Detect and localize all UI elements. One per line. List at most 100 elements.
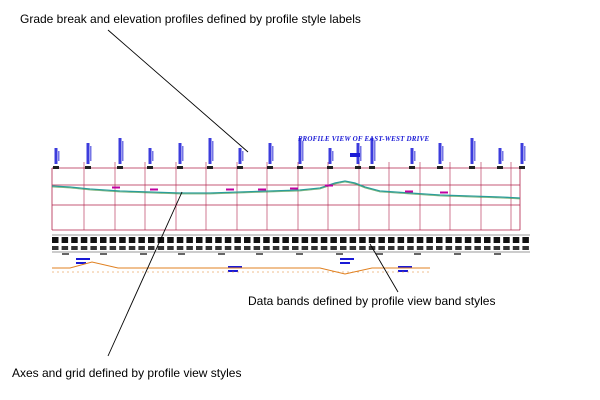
- band-label-block: [90, 237, 97, 243]
- grade-break-marker: [497, 166, 503, 169]
- band-label-block: [253, 246, 261, 250]
- station-label-mark: [242, 151, 244, 161]
- band-label-block: [292, 237, 299, 243]
- station-label-mark: [332, 151, 334, 161]
- band-label-block: [301, 237, 309, 243]
- band-label-block: [464, 237, 472, 243]
- band-label-block: [224, 237, 232, 243]
- band-label-block: [349, 237, 357, 243]
- band-station-tick: [218, 253, 225, 255]
- station-label-mark: [90, 146, 92, 161]
- station-label-mark: [370, 138, 374, 164]
- band-label-block: [397, 237, 405, 243]
- band-label-block: [244, 237, 251, 243]
- station-label-mark: [268, 143, 272, 164]
- station-label-mark: [86, 143, 90, 164]
- band-label-block: [464, 246, 472, 250]
- band-label-block: [128, 246, 136, 250]
- band-label-block: [176, 246, 184, 250]
- band-label-block: [320, 246, 328, 250]
- station-label-mark: [208, 138, 212, 164]
- grade-label-mark: [405, 190, 413, 193]
- band-label-block: [176, 237, 184, 243]
- band-label-block: [407, 237, 414, 243]
- station-label-mark: [520, 143, 524, 164]
- band-label-block: [71, 246, 78, 250]
- station-label-mark: [182, 146, 184, 161]
- grade-break-marker: [409, 166, 415, 169]
- band-label-block: [484, 246, 491, 250]
- band-label-block: [522, 246, 529, 250]
- data-bands-callout-label: Data bands defined by profile view band …: [248, 294, 496, 308]
- band-text-mark: [228, 270, 238, 272]
- band-label-block: [272, 237, 280, 243]
- band-label-block: [311, 246, 318, 250]
- band-label-block: [80, 237, 88, 243]
- band-label-block: [359, 237, 366, 243]
- grade-break-marker: [369, 166, 375, 169]
- band-label-block: [330, 237, 337, 243]
- band-label-block: [445, 246, 453, 250]
- band-label-block: [224, 246, 232, 250]
- band-label-block: [52, 246, 59, 250]
- band-label-block: [272, 246, 280, 250]
- band-label-block: [128, 237, 136, 243]
- band-label-block: [167, 237, 174, 243]
- grade-label-mark: [440, 191, 448, 194]
- band-label-block: [474, 246, 481, 250]
- band-label-block: [455, 246, 462, 250]
- band-label-block: [244, 246, 251, 250]
- band-station-tick: [100, 253, 107, 255]
- band-text-mark: [398, 266, 412, 268]
- band-station-tick: [494, 253, 501, 255]
- grade-label-mark: [150, 188, 158, 191]
- grade-break-marker: [85, 166, 91, 169]
- station-label-mark: [442, 146, 444, 161]
- station-label-mark: [118, 138, 122, 164]
- band-label-block: [484, 237, 491, 243]
- grade-break-leader: [107, 29, 249, 153]
- band-label-block: [80, 246, 88, 250]
- existing-ground-profile: [51, 180, 521, 199]
- band-label-block: [503, 237, 510, 243]
- station-label-mark: [272, 146, 274, 161]
- band-label-block: [234, 237, 241, 243]
- callout-leaders: [107, 29, 399, 357]
- grade-label-mark: [325, 184, 333, 187]
- band-label-block: [205, 237, 213, 243]
- band-label-block: [493, 237, 501, 243]
- band-label-block: [311, 237, 318, 243]
- band-label-block: [253, 237, 261, 243]
- axes-grid-leader: [107, 191, 183, 357]
- band-label-block: [234, 246, 241, 250]
- data-bands-leader: [369, 243, 399, 293]
- band-label-block: [119, 246, 126, 250]
- band-label-block: [263, 246, 270, 250]
- band-label-block: [378, 237, 385, 243]
- station-label-mark: [474, 141, 476, 161]
- band-text-mark: [340, 262, 350, 264]
- band-station-tick: [336, 253, 343, 255]
- band-label-block: [378, 246, 385, 250]
- band-label-block: [330, 246, 337, 250]
- band-label-block: [503, 246, 510, 250]
- design-profile: [51, 181, 521, 200]
- band-label-block: [196, 237, 203, 243]
- band-label-block: [416, 246, 424, 250]
- grade-break-marker: [267, 166, 273, 169]
- band-label-block: [282, 237, 289, 243]
- band-label-block: [397, 246, 405, 250]
- band-label-block: [359, 246, 366, 250]
- band-label-block: [186, 237, 193, 243]
- station-label-mark: [298, 138, 302, 164]
- grade-label-mark: [226, 188, 234, 191]
- station-label-mark: [148, 148, 152, 164]
- band-label-block: [282, 246, 289, 250]
- axes-grid-callout-label: Axes and grid defined by profile view st…: [12, 366, 242, 380]
- band-text-mark: [340, 258, 354, 260]
- band-label-block: [292, 246, 299, 250]
- band-label-block: [436, 237, 443, 243]
- band-label-block: [388, 237, 395, 243]
- station-label-mark: [58, 151, 60, 161]
